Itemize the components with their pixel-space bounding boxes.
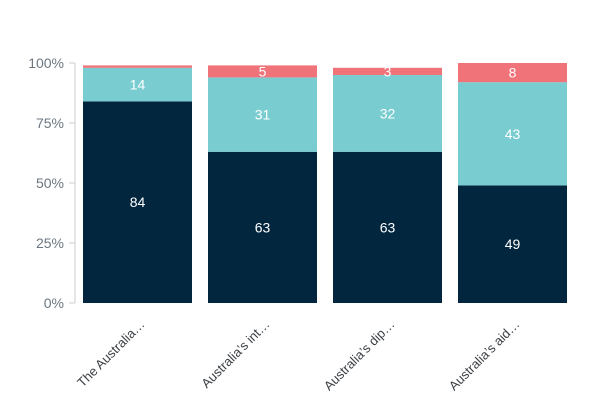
bar-segment	[333, 151, 442, 303]
data-label: 31	[255, 107, 271, 123]
data-label: 49	[505, 236, 521, 252]
data-label: 14	[130, 77, 146, 93]
data-label: 84	[130, 194, 146, 210]
y-axis: 0% 25% 50% 75% 100%	[28, 55, 76, 311]
bar-segment	[458, 63, 567, 83]
bar-segment	[333, 67, 442, 75]
bar-segment	[458, 185, 567, 303]
bar-segment	[208, 151, 317, 303]
bar-segment	[458, 82, 567, 186]
bar-segment	[333, 75, 442, 152]
bars: 84 14 63 31 5 63 32 3 49 43 8	[83, 63, 567, 304]
x-category-label: Australia’s dip…	[321, 317, 398, 394]
x-category-label: Australia’s int…	[198, 317, 272, 391]
data-label: 3	[384, 63, 392, 79]
bar-segment	[83, 65, 192, 68]
bar-segment	[83, 101, 192, 304]
data-label: 43	[505, 126, 521, 142]
y-tick-label: 100%	[28, 55, 64, 71]
x-category-label: The Australia…	[74, 317, 147, 390]
data-label: 8	[509, 65, 517, 81]
y-tick-label: 0%	[44, 295, 64, 311]
data-label: 5	[259, 63, 267, 79]
x-axis: The Australia… Australia’s int… Australia’…	[74, 317, 522, 394]
y-tick-label: 50%	[36, 175, 64, 191]
data-label: 32	[380, 105, 396, 121]
bar-segment	[83, 67, 192, 102]
y-tick-label: 75%	[36, 115, 64, 131]
x-category-label: Australia’s aid…	[446, 317, 523, 394]
bar-segment	[208, 65, 317, 78]
data-label: 63	[255, 219, 271, 235]
y-tick-label: 25%	[36, 235, 64, 251]
bar-segment	[208, 77, 317, 152]
data-label: 63	[380, 219, 396, 235]
